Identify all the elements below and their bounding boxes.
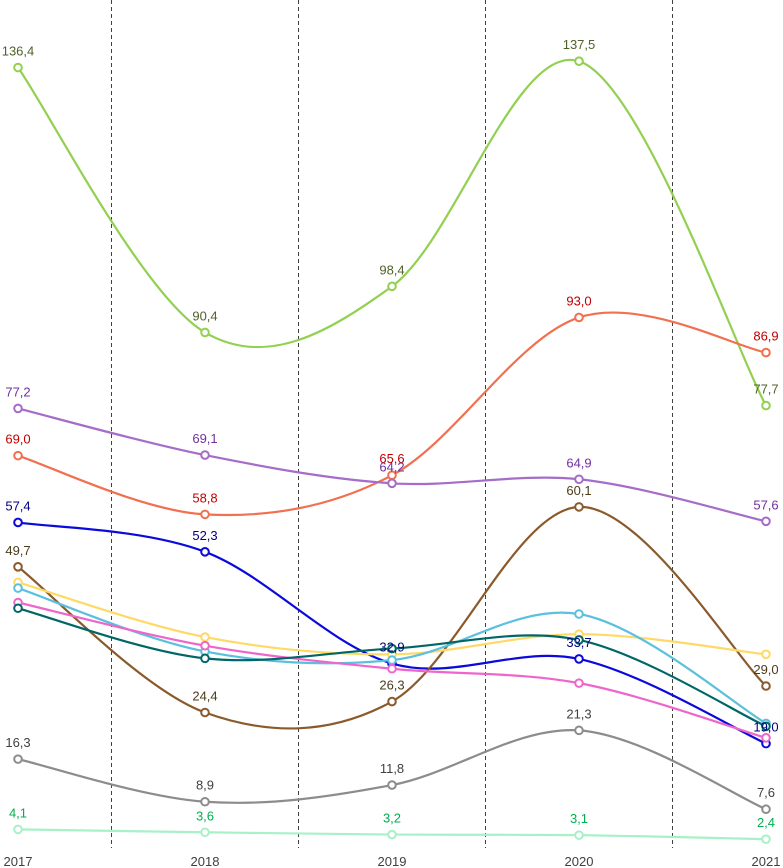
- series-5-data-label: 60,1: [566, 483, 591, 498]
- series-4-data-label: 19,0: [753, 720, 778, 735]
- series-4-data-label: 32,9: [379, 640, 404, 655]
- series-10-point: [574, 725, 584, 736]
- series-1-line: [17, 58, 767, 407]
- series-3-point: [761, 516, 771, 527]
- series-11-data-label: 2,4: [757, 815, 775, 830]
- x-tick-label: 2019: [378, 854, 407, 868]
- series-9-point: [574, 635, 584, 645]
- series-3-data-label: 57,6: [753, 497, 778, 512]
- series-8-point: [574, 678, 584, 688]
- series-1-data-label: 90,4: [192, 308, 217, 323]
- series-5-data-label: 49,7: [5, 543, 30, 558]
- series-3-point: [13, 403, 23, 414]
- series-3-point: [387, 478, 397, 489]
- series-6-point: [200, 632, 210, 642]
- series-5-line: [17, 505, 767, 730]
- series-1-data-label: 137,5: [563, 37, 596, 52]
- series-2-data-label: 58,8: [192, 490, 217, 505]
- x-tick-label: 2017: [4, 854, 33, 868]
- series-10-data-label: 21,3: [566, 706, 591, 721]
- series-11-data-label: 3,1: [570, 811, 588, 826]
- series-11-data-label: 3,2: [383, 811, 401, 826]
- series-7-point: [387, 655, 397, 665]
- series-9-point: [387, 643, 397, 654]
- series-1-point: [387, 281, 397, 292]
- series-2-point: [761, 347, 771, 358]
- series-9-point: [200, 653, 210, 664]
- series-10-point: [200, 796, 210, 807]
- series-10-data-label: 11,8: [380, 761, 404, 776]
- series-1-point: [574, 56, 584, 66]
- series-4-line: [17, 521, 767, 745]
- series-4-data-label: 33,7: [566, 635, 591, 650]
- series-6-point: [761, 649, 771, 660]
- series-1-data-label: 77,7: [753, 382, 778, 397]
- series-4-point: [200, 547, 210, 557]
- series-2-data-label: 86,9: [753, 329, 778, 344]
- series-5-data-label: 24,4: [192, 688, 217, 703]
- series-10-point: [761, 804, 771, 815]
- series-2-data-label: 65,6: [379, 451, 404, 466]
- series-11-data-label: 4,1: [9, 805, 27, 820]
- series-4-point: [574, 654, 584, 664]
- series-10-data-label: 8,9: [196, 778, 214, 793]
- series-8-point: [761, 733, 771, 743]
- series-5-data-label: 29,0: [753, 662, 778, 677]
- series-11-point: [574, 830, 584, 840]
- series-3-point: [574, 474, 584, 485]
- series-10-point: [13, 754, 23, 764]
- series-5-point: [387, 696, 397, 707]
- series-3-data-label: 69,1: [192, 431, 217, 446]
- series-2-data-label: 69,0: [5, 432, 30, 447]
- series-5-data-label: 26,3: [379, 678, 404, 693]
- series-11-point: [761, 834, 771, 844]
- gridlines: [111, 0, 673, 848]
- series-9-point: [761, 721, 771, 732]
- series-4-data-label: 57,4: [5, 498, 30, 513]
- series-2-point: [574, 312, 584, 323]
- series-11-point: [200, 827, 210, 838]
- series-2-data-label: 93,0: [566, 293, 591, 308]
- series-10-data-label: 7,6: [757, 785, 775, 800]
- series-3-data-label: 77,2: [5, 384, 30, 399]
- series-7-point: [574, 609, 584, 619]
- series-2-point: [13, 450, 23, 461]
- data-labels: 136,4 90,4 98,4 137,5 77,7 69,0 58,8 65,6 93,0 86…: [2, 37, 779, 830]
- series-5-point: [200, 707, 210, 718]
- series-8-point: [387, 663, 397, 674]
- series-4-point: [13, 517, 23, 528]
- series-11-point: [13, 824, 23, 835]
- series-3-data-label: 64,2: [379, 459, 404, 474]
- series-7-point: [13, 583, 23, 593]
- series-11-data-label: 3,6: [196, 808, 214, 823]
- series-1-data-label: 98,4: [379, 262, 404, 277]
- x-tick-label: 2018: [191, 854, 220, 868]
- series-1-point: [200, 327, 210, 338]
- series-2-line: [17, 311, 767, 517]
- series-10-data-label: 16,3: [5, 735, 30, 750]
- series-1-point: [761, 400, 771, 411]
- series-1-data-label: 136,4: [2, 44, 35, 59]
- series-2-point: [200, 509, 210, 520]
- series-5-point: [574, 502, 584, 512]
- series-4-data-label: 52,3: [192, 528, 217, 543]
- x-tick-label: 2020: [565, 854, 594, 868]
- series-5-point: [761, 681, 771, 691]
- series-10-point: [387, 780, 397, 790]
- series-3-point: [200, 450, 210, 460]
- series-8-point: [200, 640, 210, 651]
- series-5-point: [13, 561, 23, 572]
- series-11-point: [387, 829, 397, 840]
- series-lines: [17, 58, 767, 841]
- data-markers: [13, 56, 771, 844]
- series-1-point: [13, 62, 23, 73]
- series-3-data-label: 64,9: [566, 455, 591, 470]
- x-tick-label: 2021: [752, 854, 781, 868]
- x-axis-ticks: 2017 2018 2019 2020 2021: [4, 854, 781, 868]
- series-9-point: [13, 603, 23, 614]
